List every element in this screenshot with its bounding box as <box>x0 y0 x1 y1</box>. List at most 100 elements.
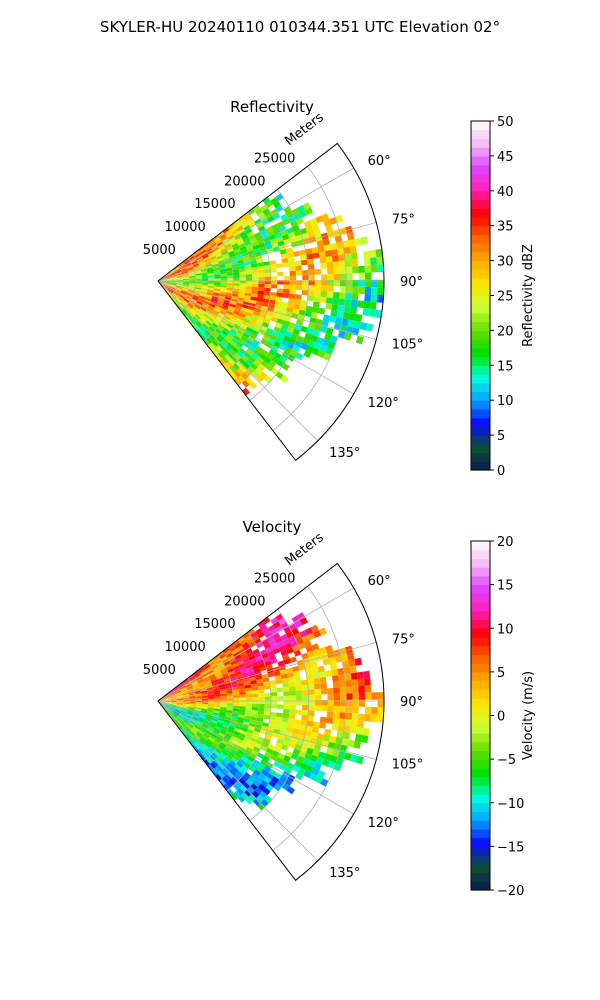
radar-cell <box>236 738 244 744</box>
radar-cell <box>255 720 263 726</box>
radar-cell <box>262 335 270 342</box>
radar-cell <box>175 706 182 710</box>
radar-cell <box>232 692 240 696</box>
radar-cell <box>279 310 287 316</box>
radar-cell <box>188 273 196 276</box>
colorbar-tick-label: 15 <box>497 579 514 594</box>
radar-cell <box>342 731 350 740</box>
colorbar-segment <box>471 794 490 804</box>
radar-cell <box>204 260 212 264</box>
angular-tick-label: 135° <box>329 446 360 461</box>
radar-cell <box>231 776 239 784</box>
radar-cell <box>177 716 184 721</box>
radar-cell <box>163 696 170 700</box>
radar-cell <box>163 284 169 289</box>
radar-cell <box>197 679 204 684</box>
radar-cell <box>192 324 198 331</box>
radar-cell <box>364 258 371 266</box>
radar-cell <box>289 270 296 276</box>
colorbar-segment <box>471 400 490 410</box>
radar-cell <box>267 303 275 309</box>
radar-cell <box>233 703 240 707</box>
radar-cell <box>220 248 227 254</box>
radar-cell <box>326 297 333 304</box>
radar-cell <box>219 358 226 366</box>
radar-cell <box>306 673 314 680</box>
radar-cell <box>319 257 327 264</box>
radial-tick-label: 20000 <box>224 594 265 609</box>
radar-cell <box>194 708 202 712</box>
radar-cell <box>250 296 258 301</box>
radar-cell <box>210 299 218 304</box>
radar-cell <box>265 363 274 372</box>
radar-cell <box>249 676 257 682</box>
radar-cell <box>286 252 294 258</box>
radar-cell <box>169 286 176 290</box>
radar-cell <box>307 258 314 265</box>
radar-cell <box>234 642 242 649</box>
radar-cell <box>252 759 261 766</box>
radar-cell <box>273 761 281 768</box>
colorbar-segment <box>471 680 490 690</box>
radar-cell <box>170 283 177 286</box>
radar-cell <box>213 740 220 747</box>
radar-cell <box>229 646 237 653</box>
radar-cell <box>243 771 251 779</box>
radar-cell <box>176 695 183 698</box>
radar-cell <box>319 296 327 304</box>
radar-cell <box>217 297 225 302</box>
radial-tick-label: 15000 <box>194 197 235 212</box>
radar-cell <box>302 275 309 281</box>
radar-cell <box>207 274 215 278</box>
radar-cell <box>171 293 177 298</box>
radar-cell <box>191 680 198 685</box>
radar-cell <box>196 312 202 318</box>
radar-cell <box>170 279 177 281</box>
radar-cell <box>331 303 339 311</box>
radar-cell <box>213 320 220 327</box>
radar-cell <box>218 324 225 330</box>
radar-cell <box>226 368 234 376</box>
radar-cell <box>197 719 204 724</box>
radar-cell <box>230 735 238 741</box>
radar-cell <box>339 680 346 688</box>
radar-cell <box>193 293 200 297</box>
radar-cell <box>276 236 284 243</box>
radar-cell <box>256 739 264 746</box>
radar-cell <box>217 259 225 264</box>
radar-cell <box>230 328 237 335</box>
radar-cell <box>264 696 271 701</box>
radar-cell <box>201 697 209 700</box>
radar-cell <box>192 683 199 687</box>
radar-cell <box>220 691 227 695</box>
radar-cell <box>347 739 355 748</box>
radar-cell <box>213 668 221 674</box>
radar-cell <box>189 705 196 708</box>
radar-cell <box>188 311 194 318</box>
radar-cell <box>210 662 217 669</box>
radar-cell <box>320 688 328 695</box>
radar-cell <box>258 283 265 288</box>
radar-cell <box>350 719 358 728</box>
radar-cell <box>333 712 340 719</box>
radar-cell <box>238 685 245 690</box>
radar-cell <box>198 296 205 301</box>
radar-cell <box>225 733 232 739</box>
radar-cell <box>251 734 259 740</box>
radar-cell <box>196 256 203 261</box>
reflectivity-panel: Reflectivity500010000150002000025000Mete… <box>143 98 536 479</box>
radar-cell <box>237 297 245 302</box>
radar-cell <box>324 333 332 341</box>
radar-cell <box>376 294 384 303</box>
colorbar-segment <box>471 636 490 647</box>
radar-cell <box>182 274 189 277</box>
radar-cell <box>247 786 255 794</box>
radar-cell <box>188 302 194 308</box>
radar-cell <box>352 706 359 714</box>
radar-cell <box>244 240 252 246</box>
radar-cell <box>176 698 183 700</box>
radar-cell <box>289 349 298 358</box>
radar-cell <box>358 699 366 707</box>
radar-cell <box>263 642 272 650</box>
angular-tick-label: 105° <box>392 758 423 773</box>
